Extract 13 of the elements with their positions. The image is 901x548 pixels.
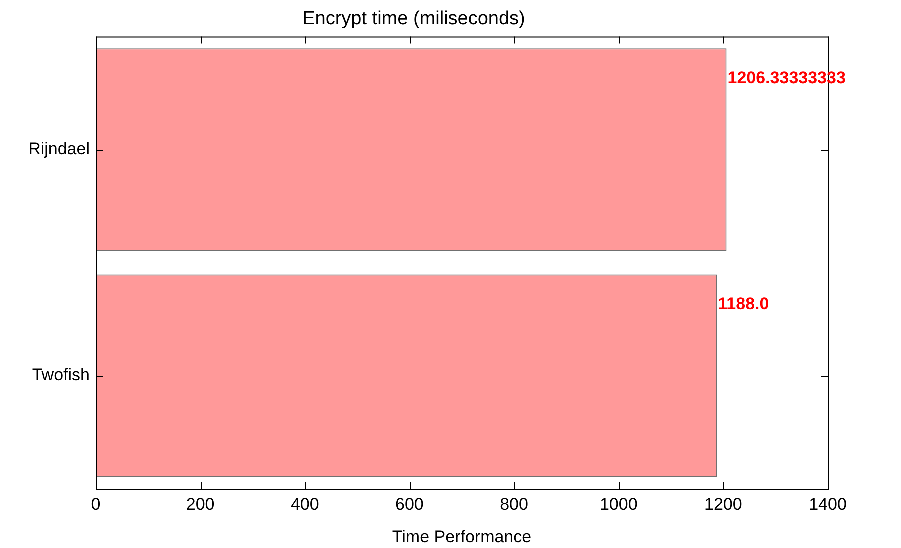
data-label: 1188.0 [718, 294, 770, 314]
x-tick-label: 1400 [809, 494, 847, 514]
x-tick-label: 600 [396, 494, 424, 514]
x-tick-label: 200 [186, 494, 215, 514]
x-tick-label: 400 [290, 494, 320, 514]
x-tick-label: 0 [91, 494, 101, 514]
y-tick-label: Rijndael [28, 140, 90, 159]
chart-title: Encrypt time (miliseconds) [302, 8, 526, 30]
x-axis-title: Time Performance [392, 527, 532, 546]
x-tick-label: 1200 [704, 494, 742, 514]
x-tick-label: 1000 [600, 494, 638, 514]
x-tick-label: 800 [500, 494, 528, 514]
y-tick-label: Twofish [32, 366, 90, 385]
